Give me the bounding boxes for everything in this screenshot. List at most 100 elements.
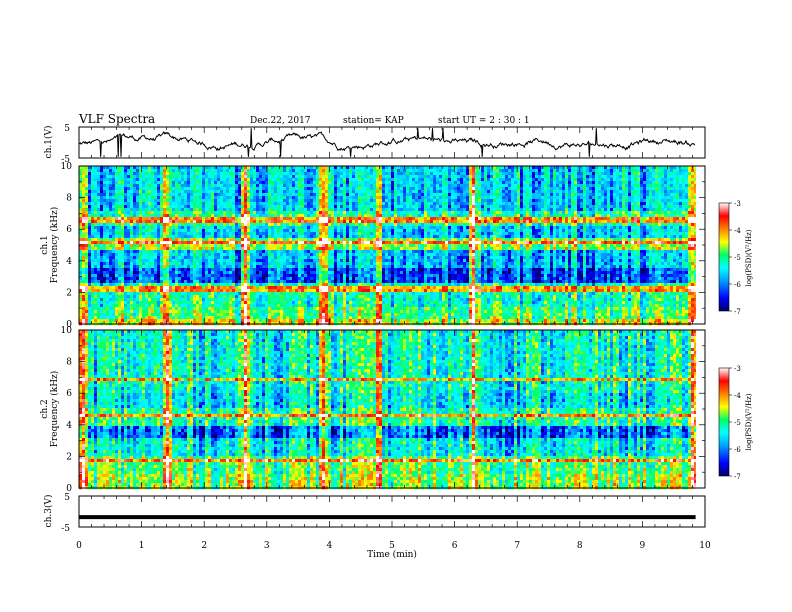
spectrogram-cell xyxy=(283,190,286,193)
spectrogram-cell xyxy=(283,181,286,184)
spectrogram-cell xyxy=(637,232,640,235)
spectrogram-cell xyxy=(127,223,130,226)
spectrogram-cell xyxy=(136,211,139,214)
spectrogram-cell xyxy=(196,205,199,208)
spectrogram-cell xyxy=(340,214,343,217)
spectrogram-cell xyxy=(607,202,610,205)
spectrogram-cell xyxy=(265,232,268,235)
spectrogram-cell xyxy=(619,172,622,175)
spectrogram-cell xyxy=(322,187,325,190)
spectrogram-cell xyxy=(352,193,355,196)
spectrogram-cell xyxy=(607,172,610,175)
spectrogram-cell xyxy=(421,172,424,175)
spectrogram-cell xyxy=(190,202,193,205)
spectrogram-cell xyxy=(562,217,565,220)
spectrogram-cell xyxy=(394,235,397,238)
spectrogram-cell xyxy=(217,175,220,178)
spectrogram-cell xyxy=(316,208,319,211)
spectrogram-cell xyxy=(439,229,442,232)
spectrogram-cell xyxy=(97,190,100,193)
spectrogram-cell xyxy=(556,211,559,214)
spectrogram-cell xyxy=(382,172,385,175)
spectrogram-cell xyxy=(364,214,367,217)
spectrogram-cell xyxy=(559,175,562,178)
spectrogram-cell xyxy=(685,184,688,187)
spectrogram-cell xyxy=(538,172,541,175)
spectrogram-cell xyxy=(673,220,676,223)
spectrogram-cell xyxy=(118,217,121,220)
spectrogram-cell xyxy=(652,178,655,181)
spectrogram-cell xyxy=(502,217,505,220)
spectrogram-cell xyxy=(436,181,439,184)
spectrogram-cell xyxy=(679,196,682,199)
spectrogram-cell xyxy=(565,181,568,184)
spectrogram-cell xyxy=(532,226,535,229)
spectrogram-cell xyxy=(220,229,223,232)
spectrogram-cell xyxy=(187,235,190,238)
spectrogram-cell xyxy=(331,220,334,223)
spectrogram-cell xyxy=(217,202,220,205)
spectrogram-cell xyxy=(160,190,163,193)
spectrogram-cell xyxy=(97,187,100,190)
spectrogram-cell xyxy=(178,184,181,187)
spectrogram-cell xyxy=(403,199,406,202)
spectrogram-cell xyxy=(628,199,631,202)
spectrogram-cell xyxy=(196,235,199,238)
spectrogram-cell xyxy=(292,202,295,205)
spectrogram-cell xyxy=(439,232,442,235)
spectrogram-cell xyxy=(421,229,424,232)
spectrogram-cell xyxy=(271,202,274,205)
spectrogram-cell xyxy=(577,232,580,235)
spectrogram-cell xyxy=(106,199,109,202)
spectrogram-cell xyxy=(613,217,616,220)
spectrogram-cell xyxy=(487,220,490,223)
spectrogram-cell xyxy=(100,229,103,232)
spectrogram-cell xyxy=(424,205,427,208)
spectrogram-cell xyxy=(667,169,670,172)
spectrogram-cell xyxy=(301,214,304,217)
spectrogram-cell xyxy=(118,196,121,199)
spectrogram-cell xyxy=(424,178,427,181)
spectrogram-cell xyxy=(616,193,619,196)
spectrogram-cell xyxy=(535,214,538,217)
spectrogram-cell xyxy=(595,202,598,205)
spectrogram-cell xyxy=(250,196,253,199)
spectrogram-cell xyxy=(427,184,430,187)
spectrogram-cell xyxy=(157,172,160,175)
spectrogram-cell xyxy=(577,184,580,187)
spectrogram-cell xyxy=(652,217,655,220)
spectrogram-cell xyxy=(280,196,283,199)
spectrogram-cell xyxy=(364,181,367,184)
spectrogram-cell xyxy=(589,187,592,190)
spectrogram-cell xyxy=(625,178,628,181)
spectrogram-cell xyxy=(112,214,115,217)
spectrogram-cell xyxy=(643,181,646,184)
spectrogram-cell xyxy=(325,169,328,172)
spectrogram-cell xyxy=(280,184,283,187)
spectrogram-cell xyxy=(142,202,145,205)
spectrogram-cell xyxy=(433,211,436,214)
spectrogram-cell xyxy=(205,226,208,229)
spectrogram-cell xyxy=(139,205,142,208)
spectrogram-cell xyxy=(412,196,415,199)
spectrogram-cell xyxy=(631,190,634,193)
spectrogram-cell xyxy=(451,190,454,193)
spectrogram-cell xyxy=(625,190,628,193)
spectrogram-cell xyxy=(403,223,406,226)
spectrogram-cell xyxy=(304,208,307,211)
spectrogram-cell xyxy=(295,175,298,178)
spectrogram-cell xyxy=(508,196,511,199)
spectrogram-cell xyxy=(295,226,298,229)
spectrogram-cell xyxy=(499,187,502,190)
spectrogram-cell xyxy=(232,229,235,232)
spectrogram-cell xyxy=(448,223,451,226)
spectrogram-cell xyxy=(652,190,655,193)
spectrogram-cell xyxy=(136,205,139,208)
spectrogram-cell xyxy=(568,169,571,172)
spectrogram-cell xyxy=(136,181,139,184)
spectrogram-cell xyxy=(529,172,532,175)
spectrogram-cell xyxy=(235,220,238,223)
spectrogram-cell xyxy=(262,196,265,199)
spectrogram-cell xyxy=(604,169,607,172)
spectrogram-cell xyxy=(388,193,391,196)
